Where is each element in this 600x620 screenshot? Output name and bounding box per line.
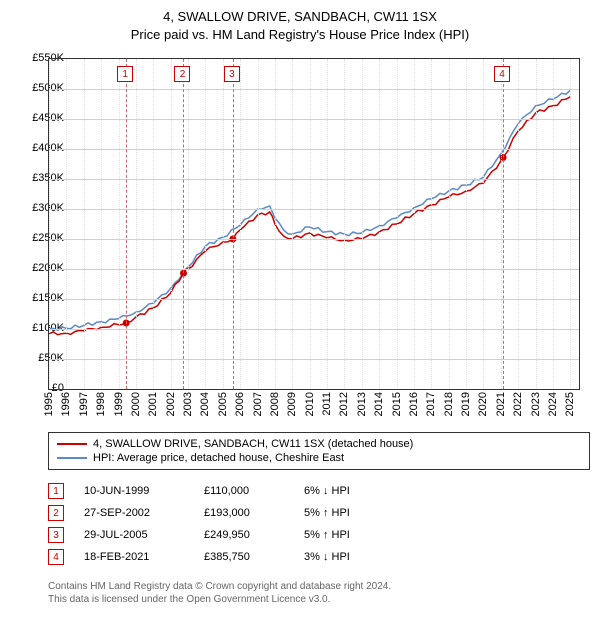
x-tick-label: 2022 bbox=[512, 392, 524, 416]
x-tick-label: 2024 bbox=[547, 392, 559, 416]
x-tick-label: 2013 bbox=[356, 392, 368, 416]
legend-swatch bbox=[57, 457, 87, 459]
event-num: 1 bbox=[48, 483, 64, 499]
x-tick-label: 2010 bbox=[304, 392, 316, 416]
title-line1: 4, SWALLOW DRIVE, SANDBACH, CW11 1SX bbox=[0, 8, 600, 26]
event-diff: 6% ↓ HPI bbox=[304, 485, 394, 497]
footer-attribution: Contains HM Land Registry data © Crown c… bbox=[48, 580, 391, 606]
legend-item: 4, SWALLOW DRIVE, SANDBACH, CW11 1SX (de… bbox=[57, 437, 581, 451]
marker-label: 1 bbox=[117, 66, 133, 82]
event-row: 3 29-JUL-2005 £249,950 5% ↑ HPI bbox=[48, 524, 394, 546]
event-row: 4 18-FEB-2021 £385,750 3% ↓ HPI bbox=[48, 546, 394, 568]
event-price: £110,000 bbox=[204, 485, 284, 497]
event-diff: 5% ↑ HPI bbox=[304, 507, 394, 519]
x-tick-label: 2018 bbox=[443, 392, 455, 416]
event-table: 1 10-JUN-1999 £110,000 6% ↓ HPI 2 27-SEP-2002… bbox=[48, 480, 394, 568]
x-tick-label: 2017 bbox=[425, 392, 437, 416]
event-price: £249,950 bbox=[204, 529, 284, 541]
x-tick-label: 2005 bbox=[217, 392, 229, 416]
x-tick-label: 2003 bbox=[182, 392, 194, 416]
x-tick-label: 2001 bbox=[147, 392, 159, 416]
footer-line1: Contains HM Land Registry data © Crown c… bbox=[48, 580, 391, 593]
footer-line2: This data is licensed under the Open Gov… bbox=[48, 593, 391, 606]
chart-plot-area bbox=[48, 58, 580, 390]
chart-title: 4, SWALLOW DRIVE, SANDBACH, CW11 1SX Pri… bbox=[0, 0, 600, 44]
legend-label: 4, SWALLOW DRIVE, SANDBACH, CW11 1SX (de… bbox=[93, 438, 413, 450]
x-tick-label: 2006 bbox=[234, 392, 246, 416]
legend-swatch bbox=[57, 443, 87, 445]
event-price: £193,000 bbox=[204, 507, 284, 519]
x-tick-label: 2016 bbox=[408, 392, 420, 416]
x-tick-label: 2015 bbox=[391, 392, 403, 416]
event-date: 10-JUN-1999 bbox=[84, 485, 184, 497]
chart-svg bbox=[49, 59, 579, 389]
event-num: 2 bbox=[48, 505, 64, 521]
event-num: 4 bbox=[48, 549, 64, 565]
x-tick-label: 1999 bbox=[113, 392, 125, 416]
x-tick-label: 1995 bbox=[43, 392, 55, 416]
event-date: 18-FEB-2021 bbox=[84, 551, 184, 563]
marker-label: 4 bbox=[494, 66, 510, 82]
x-tick-label: 2019 bbox=[460, 392, 472, 416]
event-date: 27-SEP-2002 bbox=[84, 507, 184, 519]
x-tick-label: 2014 bbox=[373, 392, 385, 416]
legend-item: HPI: Average price, detached house, Ches… bbox=[57, 451, 581, 465]
event-row: 2 27-SEP-2002 £193,000 5% ↑ HPI bbox=[48, 502, 394, 524]
event-row: 1 10-JUN-1999 £110,000 6% ↓ HPI bbox=[48, 480, 394, 502]
x-tick-label: 2021 bbox=[495, 392, 507, 416]
x-tick-label: 2023 bbox=[530, 392, 542, 416]
event-date: 29-JUL-2005 bbox=[84, 529, 184, 541]
x-tick-label: 2011 bbox=[321, 392, 333, 416]
x-tick-label: 2008 bbox=[269, 392, 281, 416]
title-line2: Price paid vs. HM Land Registry's House … bbox=[0, 26, 600, 44]
marker-label: 2 bbox=[174, 66, 190, 82]
legend-box: 4, SWALLOW DRIVE, SANDBACH, CW11 1SX (de… bbox=[48, 432, 590, 470]
legend-label: HPI: Average price, detached house, Ches… bbox=[93, 452, 344, 464]
marker-label: 3 bbox=[224, 66, 240, 82]
x-tick-label: 2004 bbox=[199, 392, 211, 416]
event-num: 3 bbox=[48, 527, 64, 543]
x-tick-label: 2020 bbox=[477, 392, 489, 416]
event-price: £385,750 bbox=[204, 551, 284, 563]
x-tick-label: 2012 bbox=[338, 392, 350, 416]
event-diff: 3% ↓ HPI bbox=[304, 551, 394, 563]
x-tick-label: 2000 bbox=[130, 392, 142, 416]
x-tick-label: 2007 bbox=[252, 392, 264, 416]
x-tick-label: 1998 bbox=[95, 392, 107, 416]
x-tick-label: 2025 bbox=[564, 392, 576, 416]
x-tick-label: 2009 bbox=[286, 392, 298, 416]
event-diff: 5% ↑ HPI bbox=[304, 529, 394, 541]
x-tick-label: 1997 bbox=[78, 392, 90, 416]
x-tick-label: 2002 bbox=[165, 392, 177, 416]
x-tick-label: 1996 bbox=[60, 392, 72, 416]
